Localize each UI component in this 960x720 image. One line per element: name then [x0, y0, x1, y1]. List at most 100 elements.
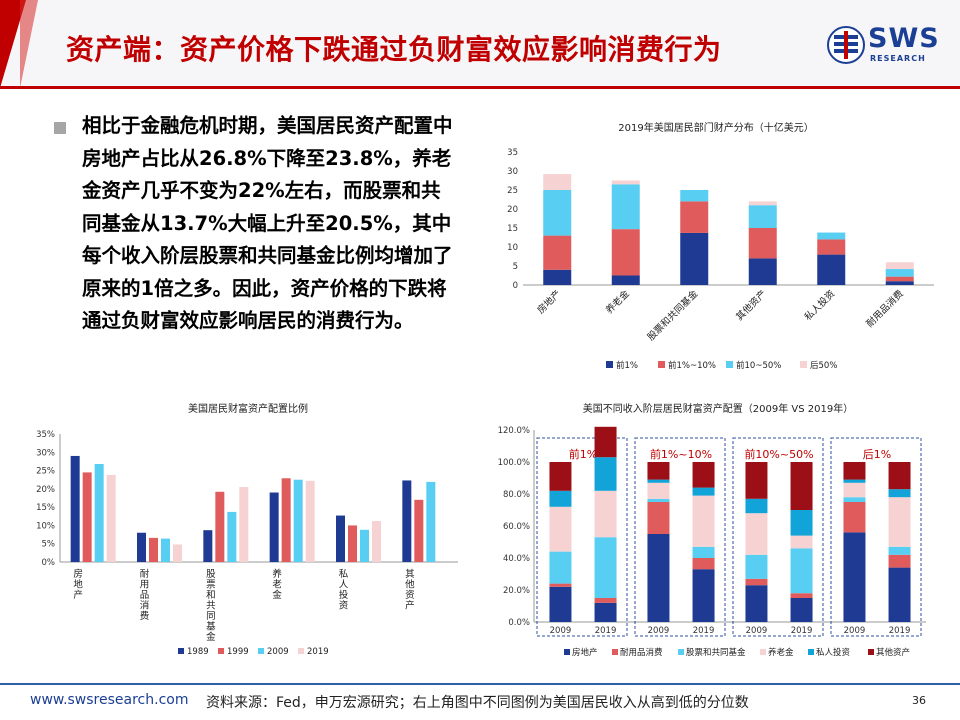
- bar: [281, 478, 291, 562]
- bar: [426, 481, 436, 562]
- x-tick-label: 股票和共同基金: [645, 287, 701, 343]
- y-tick-label: 15: [507, 224, 518, 234]
- x-tick-label-char: 品: [140, 590, 150, 601]
- bar-segment: [748, 258, 777, 285]
- bar-segment: [692, 495, 715, 547]
- bar-segment: [692, 546, 715, 558]
- chart-allocation-ratio: 美国居民财富资产配置比例 0% 5% 10% 15% 20% 25% 30% 35% 房地产 耐用…: [20, 398, 470, 678]
- group-box: [536, 437, 628, 637]
- bar: [348, 525, 357, 562]
- y-tick-label: 25%: [36, 467, 55, 477]
- legend-label: 私人投资: [816, 647, 851, 658]
- bar: [161, 538, 170, 562]
- y-tick-label: 100.0%: [498, 458, 530, 468]
- y-tick-label: 15%: [36, 503, 55, 513]
- body-paragraph: 相比于金融危机时期，美国居民资产配置中房地产占比从26.8%下降至23.8%，养…: [82, 114, 453, 332]
- legend-label: 2009: [267, 647, 289, 657]
- x-tick-label-char: 产: [405, 600, 415, 612]
- x-tick-label-char: 共: [206, 601, 216, 612]
- y-tick-label: 35: [507, 148, 518, 158]
- bar-segment: [888, 546, 911, 555]
- bar: [94, 463, 104, 562]
- bar-segment: [594, 426, 617, 458]
- x-tick-label: 2009: [550, 626, 572, 636]
- legend-swatch: [678, 649, 684, 655]
- y-tick-label: 30%: [36, 448, 55, 458]
- chart-allocation-by-income: 美国不同收入阶层居民财富资产配置（2009年 VS 2019年） 0.0% 20.…: [486, 398, 946, 678]
- y-tick-label: 0.0%: [508, 618, 530, 628]
- chart-title: 美国不同收入阶层居民财富资产配置（2009年 VS 2019年）: [583, 402, 853, 415]
- bar: [215, 491, 225, 562]
- bar-segment: [647, 482, 670, 499]
- bar: [293, 479, 303, 562]
- x-tick-label: 耐用品消费: [864, 288, 906, 330]
- bar: [203, 530, 213, 562]
- y-tick-label: 60.0%: [503, 522, 530, 532]
- bar-segment: [611, 275, 640, 285]
- bar-segment: [543, 235, 572, 270]
- x-tick-label: 其他资产: [734, 288, 769, 323]
- bar-segment: [790, 598, 813, 622]
- legend-swatch: [808, 649, 814, 655]
- legend-label: 前10~50%: [736, 360, 781, 371]
- bar: [360, 529, 369, 562]
- footer-divider: [0, 683, 960, 685]
- bar-segment: [647, 502, 670, 534]
- logo-text: SWS: [868, 23, 940, 54]
- bar-segment: [748, 228, 777, 259]
- bar-segment: [817, 254, 846, 285]
- bar-segment: [888, 489, 911, 498]
- bar: [82, 472, 92, 562]
- bar-segment: [745, 585, 768, 622]
- bar-segment: [885, 281, 914, 285]
- x-tick-label-char: 费: [140, 610, 150, 622]
- y-tick-label: 80.0%: [503, 490, 530, 500]
- logo-subtext: RESEARCH: [870, 54, 926, 63]
- x-tick-label-char: 和: [206, 590, 216, 601]
- bar-segment: [647, 479, 670, 483]
- legend-swatch: [178, 648, 184, 654]
- bar-segment: [817, 239, 846, 255]
- y-tick-label: 10%: [36, 521, 55, 531]
- bullet-square-icon: [54, 122, 66, 134]
- x-tick-label-char: 地: [73, 579, 83, 591]
- bar-segment: [549, 551, 572, 584]
- bar-segment: [745, 498, 768, 514]
- bar-segment: [888, 462, 911, 490]
- bar-segment: [843, 462, 866, 480]
- bar-segment: [748, 205, 777, 228]
- legend-label: 房地产: [572, 647, 598, 658]
- bar-segment: [790, 548, 813, 594]
- bar-segment: [594, 490, 617, 538]
- x-tick-label-char: 房: [73, 568, 83, 580]
- y-tick-label: 10: [507, 243, 518, 253]
- legend-swatch: [760, 649, 766, 655]
- legend-swatch: [612, 649, 618, 655]
- bar: [173, 544, 182, 562]
- bar: [106, 474, 116, 562]
- x-tick-label-char: 耐: [140, 568, 150, 580]
- bar-segment: [843, 532, 866, 622]
- bar-segment: [745, 578, 768, 586]
- x-tick-label-char: 资: [339, 601, 349, 612]
- x-tick-label-char: 私: [339, 569, 349, 580]
- y-tick-label: 5: [513, 262, 518, 272]
- legend-label: 1999: [227, 647, 249, 657]
- x-tick-label: 养老金: [603, 287, 632, 316]
- bar-segment: [790, 535, 813, 549]
- legend-swatch: [258, 648, 264, 654]
- bar-segment: [647, 498, 670, 502]
- bar-segment: [680, 201, 709, 233]
- bar-segment: [543, 190, 572, 236]
- bar-segment: [549, 462, 572, 491]
- legend-label: 股票和共同基金: [686, 647, 746, 658]
- x-tick-label-char: 用: [140, 580, 150, 591]
- bar-segment: [885, 269, 914, 277]
- bar-segment: [594, 457, 617, 491]
- footer-website-link[interactable]: www.swsresearch.com: [30, 692, 189, 708]
- group-box: [732, 437, 824, 637]
- page-number: 36: [912, 694, 926, 707]
- legend-label: 养老金: [768, 647, 794, 658]
- header-accent-red-light: [20, 0, 38, 88]
- y-tick-label: 20: [507, 205, 518, 215]
